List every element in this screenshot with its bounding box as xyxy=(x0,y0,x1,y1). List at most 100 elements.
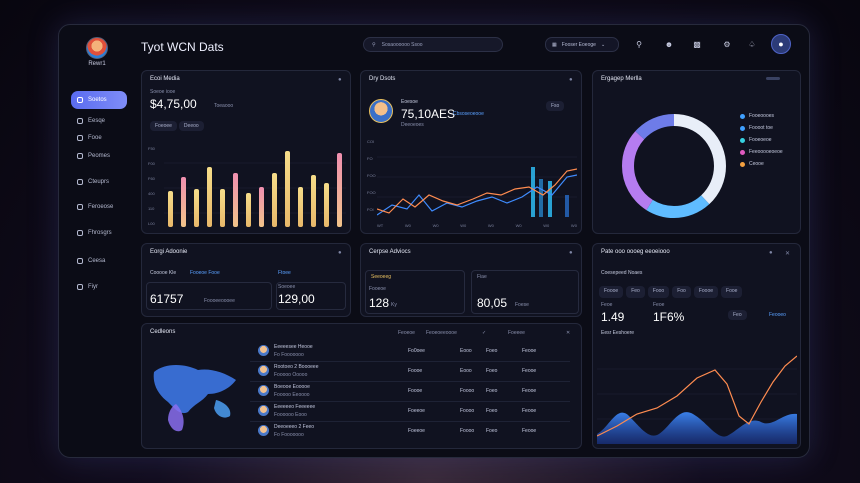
table-row[interactable]: Eeeeesee Heooe Fo Fooooooo Fo0oee Eooo F… xyxy=(250,342,570,362)
close-icon[interactable]: ✕ xyxy=(785,251,791,257)
stat-value: 129,00 xyxy=(278,292,315,306)
more-icon[interactable]: ● xyxy=(338,250,342,256)
sidebar-item-7[interactable]: Ceesa xyxy=(71,254,127,268)
legend-item: Fooeoeoe xyxy=(740,137,772,143)
bell-icon[interactable]: ♤ xyxy=(748,40,756,49)
stat-box xyxy=(146,282,272,310)
tab[interactable]: Foooe xyxy=(599,286,624,298)
platform-link[interactable]: Feooeo xyxy=(769,312,786,318)
bar xyxy=(168,191,173,227)
row-sub: Fo Fooooooo xyxy=(274,432,304,438)
user-plus-icon[interactable]: ☻ xyxy=(664,40,674,49)
orange-line xyxy=(377,168,577,214)
table-row[interactable]: Boeooe Eooooe Fooooo Eeoooo Foooe Foooo … xyxy=(250,382,570,402)
row-sub: Fooooo Eeoooo xyxy=(274,392,310,398)
table-row[interactable]: Deeoeeeo 2 Feeo Fo Fooooooo Foeeoe Foooo… xyxy=(250,422,570,442)
column-icon[interactable]: ✓ xyxy=(482,330,487,336)
bar xyxy=(272,173,277,227)
sidebar-item-6[interactable]: Fhrosgrs xyxy=(71,226,127,240)
stat-label: Fooeoe xyxy=(369,286,386,292)
profile-card-icon[interactable]: ▩ xyxy=(693,40,701,49)
area-chart xyxy=(597,355,797,444)
table-row[interactable]: Rootoeo 2 Boooeee Fooooo Ooooo Foooe Eoo… xyxy=(250,362,570,382)
profile-button[interactable]: ● xyxy=(771,34,791,54)
xtick: WT xyxy=(377,223,384,228)
more-icon[interactable]: ● xyxy=(569,77,573,83)
search-icon[interactable]: ⚲ xyxy=(636,40,642,49)
donut-chart xyxy=(622,114,726,218)
tab-1[interactable]: Fooeoe Fooe xyxy=(190,270,220,276)
sidebar-item-0[interactable]: Soetos xyxy=(71,91,127,109)
date-select[interactable]: ▦ Fooser Eoeoge ⌄ xyxy=(545,37,619,52)
user-avatar[interactable] xyxy=(86,37,108,59)
orange-line xyxy=(597,355,797,437)
row-cell: Feooe xyxy=(522,388,537,394)
bar xyxy=(298,187,303,227)
column-header[interactable]: Feoeoe xyxy=(398,330,415,336)
card-menu[interactable] xyxy=(766,77,780,80)
tab[interactable]: Fooo xyxy=(647,286,670,298)
ytick: L00 xyxy=(148,221,155,226)
row-cell: Fo0oee xyxy=(408,348,425,354)
bar xyxy=(311,175,316,227)
sidebar-item-5[interactable]: Feroeose xyxy=(71,200,127,214)
row-name: Eeeeeeo Feeeeee xyxy=(274,404,316,410)
map-region xyxy=(168,404,184,432)
search-placeholder: Sosaoooooo Ssoo xyxy=(381,41,423,48)
close-icon[interactable]: ✕ xyxy=(566,330,571,336)
day-stats-card: Dry Dsots ● Eoesoe 75,10AES Deeoeoes Cbs… xyxy=(360,70,582,234)
metric-pills: Foeoee Deeoo xyxy=(150,121,204,131)
more-icon[interactable]: ● xyxy=(769,250,773,256)
row-name: Rootoeo 2 Boooeee xyxy=(274,364,319,370)
column-header[interactable]: Feoeoeeoooe xyxy=(426,330,457,336)
platform-button[interactable]: Feo xyxy=(728,310,747,320)
x-axis: WT W0 W0 W0 W0 W0 W0 W0 xyxy=(377,223,577,228)
more-icon[interactable]: ● xyxy=(569,250,573,256)
person-label: Eoesoe xyxy=(401,99,418,105)
day-button[interactable]: Fso xyxy=(546,101,565,111)
ytick: F00 xyxy=(148,161,155,166)
sidebar-item-1[interactable]: Eesqe xyxy=(71,114,127,128)
settings-gear-icon[interactable]: ⚙ xyxy=(723,40,731,49)
tab[interactable]: Fooe xyxy=(721,286,743,298)
sidebar-item-label: Fhrosgrs xyxy=(88,230,112,236)
settings-icon xyxy=(77,258,83,264)
bar xyxy=(181,177,186,227)
tab[interactable]: Feo xyxy=(626,286,645,298)
row-cell: Foeeoe xyxy=(408,428,425,434)
sidebar-item-2[interactable]: Fooe xyxy=(71,131,127,145)
ytick: F60 xyxy=(148,176,155,181)
map-region xyxy=(214,400,231,418)
column-header[interactable]: Foeeee xyxy=(508,330,525,336)
tab-2[interactable]: Ftoee xyxy=(278,270,291,276)
chart-icon xyxy=(77,118,83,124)
sidebar-item-label: Feroeose xyxy=(88,204,114,210)
bar xyxy=(259,187,264,227)
stat-unit: Ky xyxy=(391,302,397,308)
home-icon xyxy=(77,97,83,103)
search-input[interactable]: ⚲ Sosaoooooo Ssoo xyxy=(363,37,503,52)
row-cell: Feooe xyxy=(522,408,537,414)
tab[interactable]: Foo xyxy=(672,286,691,298)
sidebar-item-label: Peomes xyxy=(88,153,111,159)
sidebar-item-4[interactable]: Cteuprs xyxy=(71,175,127,189)
row-sub: Foooooo Eooo xyxy=(274,412,307,418)
sidebar-item-3[interactable]: Peomes xyxy=(71,149,127,163)
bar xyxy=(246,193,251,227)
card-title: Cerpse Adviocs xyxy=(369,249,411,255)
page-title: Tyot WCN Dats xyxy=(141,40,224,54)
more-icon[interactable]: ● xyxy=(338,77,342,83)
ytick: 400 xyxy=(148,191,155,196)
pill-1[interactable]: Deeoo xyxy=(178,121,204,131)
tab-0[interactable]: Cooooe Kle xyxy=(150,270,177,276)
tab[interactable]: Foooe xyxy=(693,286,719,298)
stat-value: 128 xyxy=(369,296,390,310)
users-icon xyxy=(77,153,83,159)
sidebar-item-8[interactable]: Fiyr xyxy=(71,280,127,294)
day-link[interactable]: Cbsoseoeooe xyxy=(453,111,484,117)
table-row[interactable]: Eeeeeeo Feeeeee Foooooo Eooo Foeeoe Fooo… xyxy=(250,402,570,422)
folder-icon xyxy=(77,135,83,141)
row-cell: Foeo xyxy=(486,428,498,434)
pill-0[interactable]: Foeoee xyxy=(150,121,177,131)
stat-value: 1.49 xyxy=(601,310,625,324)
